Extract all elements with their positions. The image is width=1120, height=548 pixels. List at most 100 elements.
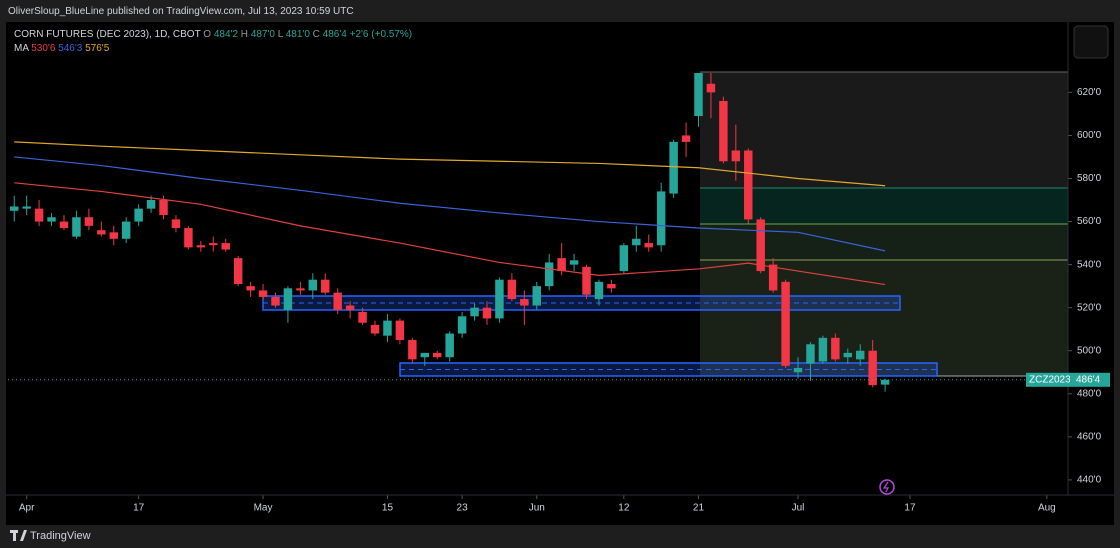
ohlc-value: 484'2: [213, 29, 239, 40]
candle-body: [121, 221, 131, 239]
event-icon[interactable]: [879, 479, 895, 495]
candle-body: [557, 258, 566, 272]
ma-value: 546'3: [58, 43, 83, 54]
candle-body: [34, 208, 44, 222]
candle-body: [171, 219, 181, 229]
candle-body: [146, 200, 156, 209]
candle-body: [271, 296, 280, 306]
candle-body: [719, 100, 728, 162]
candle-body: [594, 281, 604, 300]
zone: [700, 72, 1068, 188]
x-tick-label: Jun: [529, 503, 545, 514]
ohlc: O 484'2 H 487'0 L 481'0 C 486'4: [203, 29, 349, 40]
ma-value: 576'5: [85, 43, 110, 54]
candle-body: [246, 286, 255, 291]
candle-body: [669, 141, 678, 194]
x-tick-label: 23: [457, 503, 469, 514]
candle-body: [607, 283, 616, 289]
candle-body: [470, 307, 479, 317]
candle-body: [706, 83, 716, 93]
x-tick-label: Aug: [1038, 503, 1056, 514]
brand: TradingView: [30, 530, 91, 542]
candle-body: [843, 352, 853, 358]
candle-body: [632, 238, 641, 246]
candle-body: [72, 217, 81, 237]
x-tick-label: 17: [904, 503, 916, 514]
candle-body: [582, 266, 591, 295]
y-tick-label: 560'0: [1077, 216, 1102, 227]
candle-body: [744, 150, 753, 220]
candle-body: [109, 232, 118, 239]
candle-body: [395, 320, 405, 340]
candle-body: [408, 339, 417, 360]
candle-body: [9, 206, 19, 211]
candle-body: [47, 217, 56, 222]
settings-button[interactable]: [1073, 25, 1109, 59]
candle-body: [619, 245, 629, 272]
x-tick-label: Apr: [19, 503, 35, 514]
candle-body: [134, 208, 143, 222]
candle-body: [59, 221, 69, 229]
candle-body: [345, 305, 355, 310]
candle-body: [321, 279, 330, 293]
x-tick-label: 15: [382, 503, 394, 514]
y-tick-label: 480'0: [1077, 388, 1102, 399]
candle-body: [457, 316, 467, 334]
candle-body: [507, 279, 517, 300]
candle-body: [793, 367, 803, 373]
candle-body: [283, 288, 293, 310]
symbol-tag: [1026, 372, 1070, 387]
ma-values: 530'6 546'3 576'5: [31, 43, 109, 54]
support-zone: [262, 295, 938, 377]
candle-body: [681, 135, 691, 142]
candle-body: [333, 292, 342, 310]
candle-body: [445, 333, 454, 358]
candle-body: [358, 311, 367, 323]
ohlc-label: H: [240, 29, 249, 40]
candle-body: [495, 279, 504, 319]
y-tick-label: 600'0: [1077, 130, 1102, 141]
y-tick-label: 580'0: [1077, 173, 1102, 184]
ma-label: MA: [14, 43, 29, 54]
candle-body: [370, 324, 380, 334]
legend-line: CORN FUTURES (DEC 2023), 1D, CBOT O 484'…: [14, 29, 412, 40]
candle-body: [196, 245, 206, 248]
candle-body: [308, 279, 318, 291]
x-tick-label: 12: [618, 503, 630, 514]
x-tick-label: 21: [693, 503, 705, 514]
ma-line: [14, 156, 886, 252]
position-box: [700, 71, 1068, 377]
candle-body: [868, 350, 877, 386]
x-tick-label: Jul: [792, 503, 805, 514]
ohlc-label: O: [203, 29, 212, 40]
candle-body: [420, 352, 430, 358]
candle-body: [731, 150, 741, 162]
ma-legend: MA 530'6 546'3 576'5: [14, 43, 109, 54]
publisher: OliverSloup_BlueLine published on Tradin…: [8, 6, 354, 17]
candle-body: [656, 191, 666, 246]
ohlc-label: C: [312, 29, 320, 40]
x-tick-label: 17: [133, 503, 145, 514]
candle-body: [818, 337, 828, 362]
ma-value: 530'6: [31, 43, 56, 54]
zone-rect: [399, 362, 938, 377]
zone: [700, 188, 1068, 224]
candle-body: [532, 286, 541, 306]
y-tick-label: 500'0: [1077, 345, 1102, 356]
candle-body: [221, 243, 230, 250]
candle-body: [383, 320, 392, 336]
candle-body: [569, 260, 579, 265]
candle-body: [831, 337, 840, 360]
ohlc-value: 487'0: [250, 29, 275, 40]
symbol-tag-label: ZCZ2023: [1029, 374, 1071, 385]
ohlc-label: L: [277, 29, 283, 40]
candle-body: [482, 307, 492, 319]
marks: 620'0 600'0 580'0 560'0 540'0 520'0 500'0 480'0…: [8, 72, 1102, 514]
candle-body: [159, 200, 168, 216]
price-tag-label: 486'4: [1076, 374, 1101, 385]
candle-body: [544, 262, 554, 287]
y-tick-label: 440'0: [1077, 475, 1102, 486]
ohlc-value: 486'4: [322, 29, 347, 40]
